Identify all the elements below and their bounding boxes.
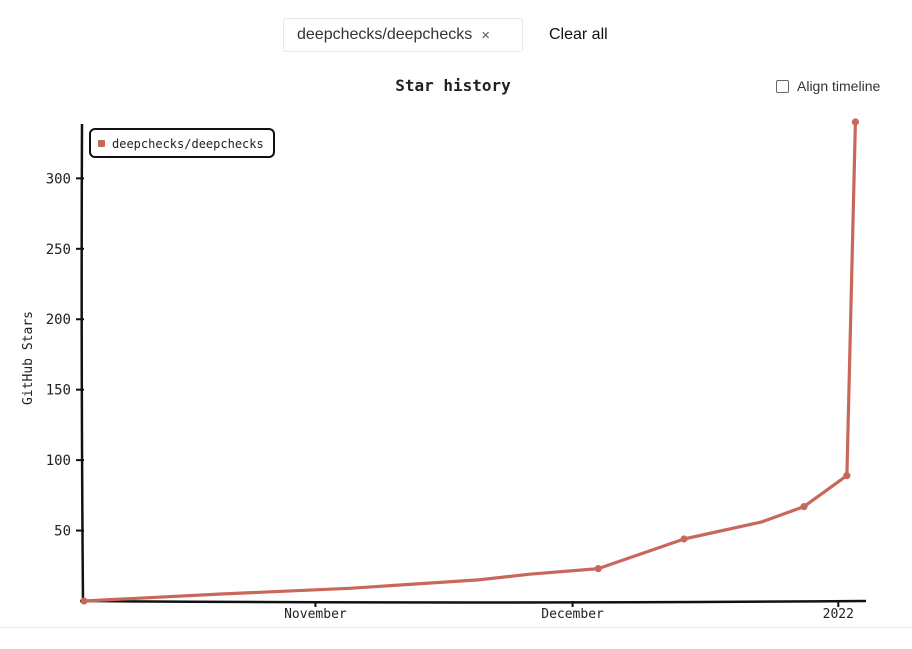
- y-tick-label: 300: [46, 171, 71, 187]
- series-line: [82, 120, 857, 603]
- x-axis-line: [79, 599, 867, 604]
- clear-all-button[interactable]: Clear all: [549, 26, 608, 43]
- y-axis-label: GitHub Stars: [21, 311, 36, 405]
- repo-chip-label: deepchecks/deepchecks: [297, 26, 473, 43]
- align-timeline-toggle[interactable]: Align timeline: [776, 78, 880, 94]
- align-timeline-label: Align timeline: [797, 78, 881, 94]
- y-tick-label: 250: [46, 242, 71, 258]
- y-tick-label: 150: [46, 383, 71, 399]
- repo-filter-bar: deepchecks/deepchecks × Clear all: [0, 18, 912, 52]
- legend-swatch: [98, 140, 105, 147]
- x-tick-label: November: [284, 607, 347, 622]
- series-group: [80, 118, 860, 605]
- chart-title: Star history: [395, 76, 511, 95]
- data-point: [80, 597, 88, 605]
- bottom-divider: [0, 627, 912, 628]
- x-axis-ticks: November December 2022: [284, 601, 854, 622]
- legend-box: [89, 128, 275, 158]
- y-tick-label: 100: [46, 453, 71, 469]
- align-timeline-checkbox[interactable]: [776, 79, 789, 93]
- y-tick-label: 200: [46, 312, 71, 328]
- close-icon[interactable]: ×: [481, 26, 490, 44]
- x-tick-label: December: [541, 607, 604, 622]
- y-axis-line: [80, 123, 85, 604]
- data-point: [843, 472, 851, 480]
- legend-label: deepchecks/deepchecks: [112, 137, 264, 151]
- data-point: [680, 535, 688, 543]
- data-point: [851, 118, 860, 126]
- y-tick-label: 50: [54, 524, 71, 540]
- x-tick-label: 2022: [823, 607, 854, 622]
- legend: deepchecks/deepchecks: [89, 128, 275, 158]
- data-point: [594, 564, 602, 573]
- data-point: [800, 503, 808, 511]
- y-axis-ticks: 50 100 150 200 250 300: [46, 171, 84, 540]
- repo-chip[interactable]: deepchecks/deepchecks ×: [283, 18, 523, 52]
